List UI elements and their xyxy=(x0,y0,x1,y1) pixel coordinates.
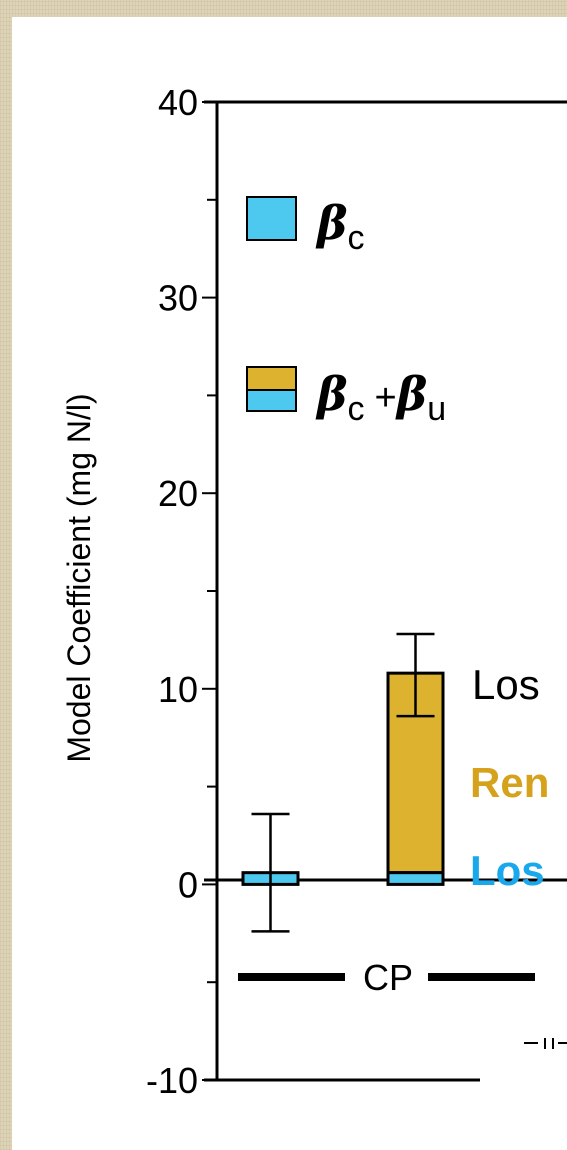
legend-symbol: β xyxy=(315,367,348,421)
legend-swatch-beta-c-part xyxy=(246,389,297,412)
legend-subscript-2: u xyxy=(427,390,446,428)
svg-text:βc: βc xyxy=(315,196,365,257)
cropped-text-fragment xyxy=(524,1038,567,1049)
bars xyxy=(241,632,445,933)
y-tick-label: 20 xyxy=(158,473,198,514)
svg-text:βc+βu: βc +βu xyxy=(315,367,446,428)
legend-plus: + xyxy=(375,377,397,419)
annotation-ren: Ren xyxy=(470,759,549,806)
bar-1 xyxy=(241,812,300,933)
legend-swatch-beta-u xyxy=(246,366,297,391)
legend-swatch-beta-c xyxy=(246,196,297,241)
legend-item-beta-c-plus-beta-u: βc +βu xyxy=(246,366,446,428)
group-bracket-cp: CP xyxy=(238,957,535,998)
bar-2 xyxy=(386,632,445,886)
y-ticks: 40 30 20 10 0 -10 xyxy=(146,82,217,1101)
y-tick-label: 40 xyxy=(158,82,198,123)
y-tick-label: 10 xyxy=(158,669,198,710)
legend-symbol: β xyxy=(315,196,348,250)
annotation-los-1: Los xyxy=(472,661,540,708)
legend-subscript: c xyxy=(348,390,365,428)
bar-segment-beta-c xyxy=(386,871,445,886)
y-axis-label: Model Coefficient (mg N/l) xyxy=(61,393,97,762)
legend-symbol-2: β xyxy=(395,367,428,421)
legend-item-beta-c: βc xyxy=(246,196,365,257)
y-tick-label: 30 xyxy=(158,278,198,319)
annotations: Los Ren Los xyxy=(470,661,549,894)
legend-subscript: c xyxy=(348,219,365,257)
axes xyxy=(204,100,567,1082)
annotation-los-2: Los xyxy=(470,847,545,894)
y-tick-label: 0 xyxy=(178,864,198,905)
figure-panel: 40 30 20 10 0 -10 Model Coefficient (mg N/l) … xyxy=(12,17,567,1150)
group-label-cp: CP xyxy=(363,957,413,998)
y-tick-label: -10 xyxy=(146,1060,198,1101)
legend: βc βc +βu xyxy=(246,196,446,428)
